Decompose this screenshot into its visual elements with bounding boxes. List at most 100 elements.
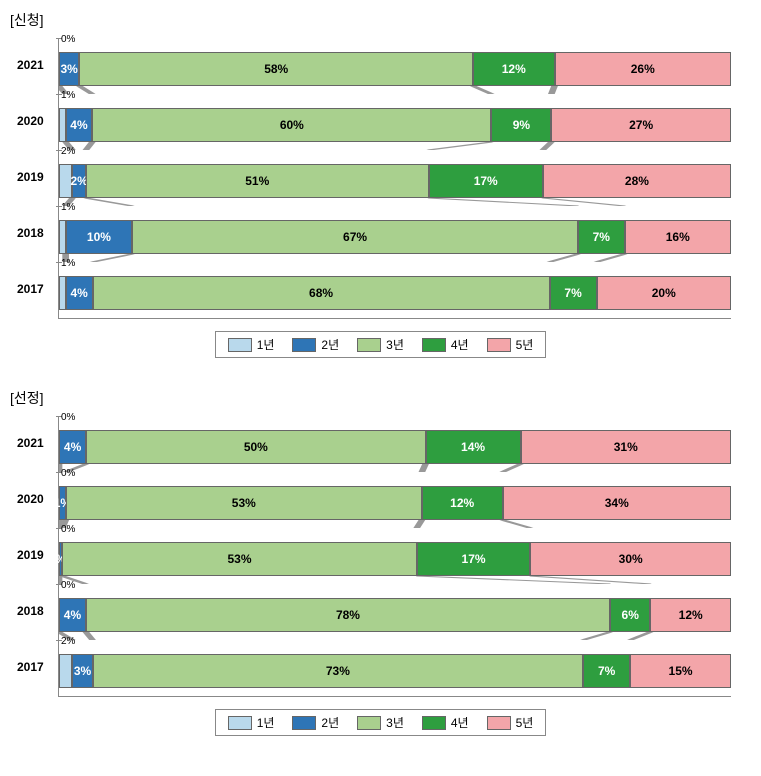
tiny-first-seg-label: 1%	[61, 258, 75, 269]
legend-item: 3년	[357, 336, 404, 353]
y-axis-label: 2017	[17, 660, 44, 674]
bar-segment: 3%	[59, 52, 79, 86]
bar-segment-label: 15%	[669, 664, 693, 678]
bar-segment-label: 10%	[87, 230, 111, 244]
bar-row: 2%51%17%28%	[59, 164, 731, 198]
bar-segment-label: 31%	[614, 440, 638, 454]
legend-label: 4년	[451, 714, 469, 731]
bar-segment	[59, 108, 66, 142]
chart-section: [선정]20210%4%50%14%31%20200%1%53%12%34%20…	[10, 388, 751, 736]
y-axis-label: 2020	[17, 114, 44, 128]
bar-row-wrap: 20171%4%68%7%20%	[59, 262, 731, 318]
y-axis-label: 2021	[17, 436, 44, 450]
bar-segment-label: 26%	[631, 62, 655, 76]
bar-segment-label: 16%	[666, 230, 690, 244]
legend-label: 3년	[386, 714, 404, 731]
y-axis-label: 2019	[17, 170, 44, 184]
bar-segment-label: 53%	[228, 552, 252, 566]
bar-segment-label: 67%	[343, 230, 367, 244]
bar-row-wrap: 20210%4%50%14%31%	[59, 416, 731, 472]
bar-segment-label: 7%	[598, 664, 615, 678]
legend-label: 3년	[386, 336, 404, 353]
bar-row: 1%53%12%34%	[59, 486, 731, 520]
bar-segment-label: 78%	[336, 608, 360, 622]
bar-segment-label: 51%	[245, 174, 269, 188]
bar-segment: 60%	[92, 108, 491, 142]
bar-segment-label: 4%	[64, 608, 81, 622]
bar-segment: 7%	[550, 276, 597, 310]
bar-segment	[59, 276, 66, 310]
bar-segment: 53%	[62, 542, 416, 576]
bar-segment: 12%	[650, 598, 731, 632]
bar-row: %53%17%30%	[59, 542, 731, 576]
tiny-first-seg-label: 1%	[61, 90, 75, 101]
legend-item: 5년	[487, 714, 534, 731]
connector-lines	[59, 576, 731, 584]
bar-segment-label: 6%	[622, 608, 639, 622]
connector-lines	[59, 198, 731, 206]
bar-segment: 2%	[72, 164, 85, 198]
bar-segment-label: 58%	[264, 62, 288, 76]
legend-label: 4년	[451, 336, 469, 353]
bar-segment	[59, 220, 66, 254]
bar-segment	[59, 654, 72, 688]
connector-lines	[59, 464, 731, 472]
legend-label: 5년	[516, 714, 534, 731]
bar-segment: 50%	[86, 430, 425, 464]
bar-segment-label: 17%	[462, 552, 486, 566]
tiny-first-seg-label: 1%	[61, 202, 75, 213]
bar-segment-label: 3%	[61, 62, 78, 76]
bar-segment-label: 68%	[309, 286, 333, 300]
bar-segment-label: 27%	[629, 118, 653, 132]
bar-row: 4%50% 14% 31%	[59, 430, 731, 464]
bar-segment: 4%	[59, 430, 86, 464]
chart-title: [선정]	[10, 388, 751, 408]
bar-segment: 67%	[132, 220, 578, 254]
legend-item: 1년	[228, 336, 275, 353]
bar-row: 3% 73% 7% 15%	[59, 654, 731, 688]
tiny-first-seg-label: 0%	[61, 34, 75, 45]
y-axis-label: 2020	[17, 492, 44, 506]
legend: 1년2년3년4년5년	[10, 331, 751, 358]
y-axis-label: 2018	[17, 604, 44, 618]
legend-swatch	[487, 716, 511, 730]
bar-row: 4%68%7%20%	[59, 276, 731, 310]
bar-segment: 14%	[426, 430, 521, 464]
connector-lines	[59, 86, 731, 94]
bar-segment: 12%	[422, 486, 503, 520]
legend-swatch	[292, 338, 316, 352]
bar-segment: 27%	[551, 108, 731, 142]
bar-segment-label: 60%	[280, 118, 304, 132]
bar-segment: 4%	[66, 276, 93, 310]
bar-segment: 17%	[417, 542, 531, 576]
bar-segment-label: 14%	[461, 440, 485, 454]
connector-lines	[59, 254, 731, 262]
connector-lines	[59, 632, 731, 640]
bar-segment: 3%	[72, 654, 92, 688]
bar-row: 4%60%9%27%	[59, 108, 731, 142]
bar-segment-label: 73%	[326, 664, 350, 678]
legend-item: 1년	[228, 714, 275, 731]
legend-swatch	[422, 716, 446, 730]
bar-row: 3% 58% 12% 26%	[59, 52, 731, 86]
bar-segment: 7%	[583, 654, 630, 688]
bar-segment-label: 3%	[74, 664, 91, 678]
tiny-first-seg-label: 2%	[61, 146, 75, 157]
tiny-first-seg-label: 0%	[61, 468, 75, 479]
bar-segment: 53%	[66, 486, 422, 520]
bar-segment-label: 12%	[679, 608, 703, 622]
tiny-first-seg-label: 0%	[61, 580, 75, 591]
tiny-first-seg-label: 0%	[61, 524, 75, 535]
bar-segment: 16%	[625, 220, 731, 254]
legend-swatch	[228, 716, 252, 730]
tiny-first-seg-label: 2%	[61, 636, 75, 647]
legend-label: 2년	[321, 336, 339, 353]
bar-segment: 51%	[86, 164, 429, 198]
bar-segment-label: 12%	[450, 496, 474, 510]
legend-swatch	[487, 338, 511, 352]
bar-segment-label: 7%	[593, 230, 610, 244]
bar-segment: 12%	[473, 52, 554, 86]
bar-segment-label: 9%	[513, 118, 530, 132]
legend-label: 1년	[257, 714, 275, 731]
tiny-first-seg-label: 0%	[61, 412, 75, 423]
